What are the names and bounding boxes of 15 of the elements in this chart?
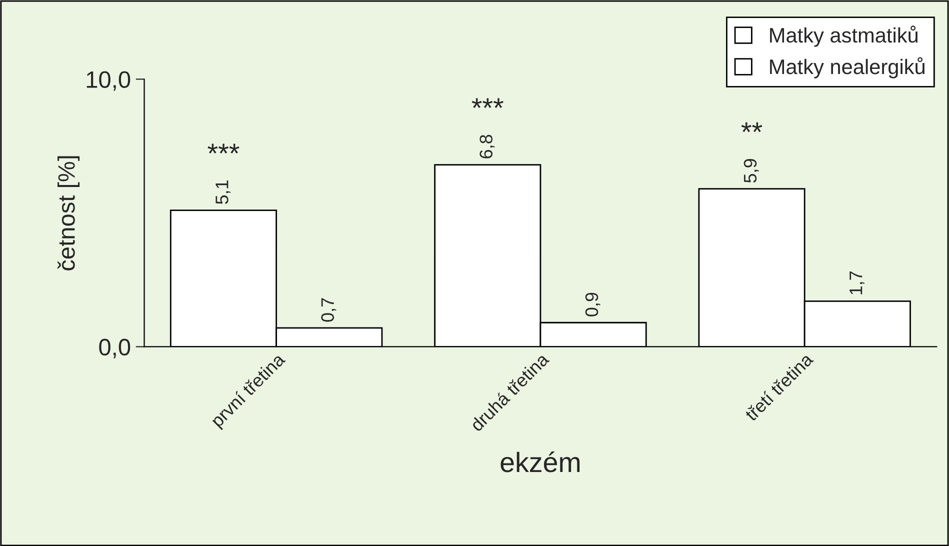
y-tick-label: 0,0 bbox=[99, 338, 130, 358]
legend-label: Matky astmatiků bbox=[770, 26, 918, 47]
data-label: 5,9 bbox=[744, 159, 759, 183]
data-label: 1,7 bbox=[850, 271, 864, 294]
legend-label: Matky nealergiků bbox=[770, 57, 924, 78]
data-label: 0,9 bbox=[585, 292, 600, 316]
x-axis-title: ekzém bbox=[500, 451, 580, 472]
data-label: 6,8 bbox=[480, 134, 495, 158]
annotation: *** bbox=[472, 98, 504, 108]
data-label: 5,1 bbox=[216, 180, 230, 204]
data-label: 0,7 bbox=[321, 298, 336, 322]
y-axis-title: četnost [%] bbox=[57, 156, 80, 270]
annotation: ** bbox=[741, 122, 762, 132]
y-tick-label: 10,0 bbox=[86, 71, 130, 91]
annotation: *** bbox=[208, 144, 240, 154]
